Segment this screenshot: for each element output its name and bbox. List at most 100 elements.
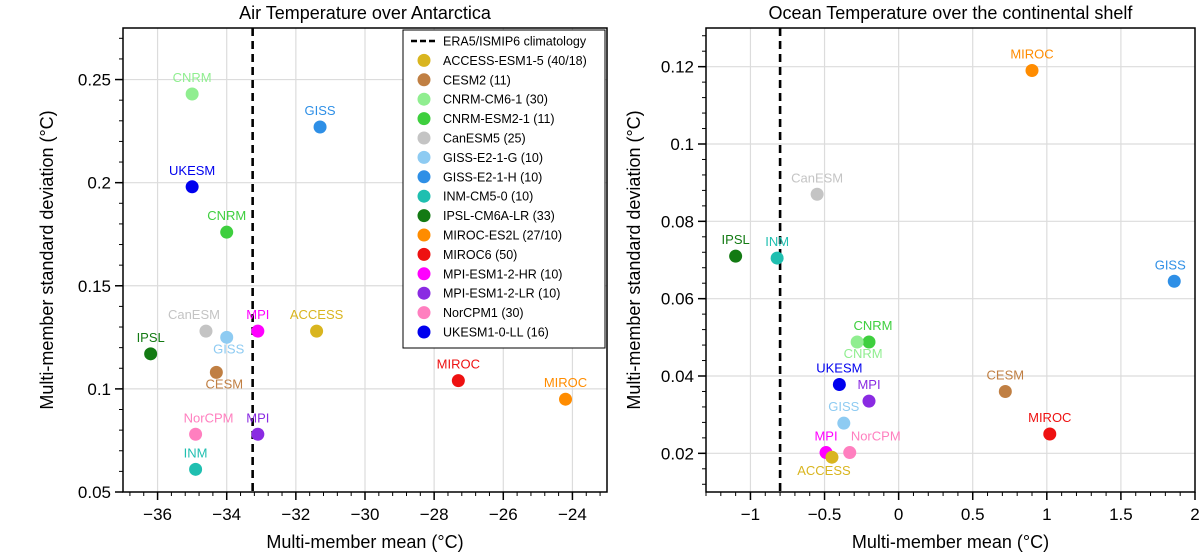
legend-label: MIROC6 (50) (443, 248, 517, 262)
y-tick-label: 0.08 (661, 212, 694, 231)
point-label: MPI (814, 429, 837, 444)
legend-label: MPI-ESM1-2-LR (10) (443, 287, 560, 301)
legend-marker (417, 131, 431, 145)
data-point (313, 120, 327, 134)
chart-panel-1: CNRM GISS UKESM CNRM CanESM MPI ACCESS GISS IPSL… (37, 3, 608, 552)
legend-label: CanESM5 (25) (443, 132, 526, 146)
x-axis-label: Multi-member mean (°C) (852, 532, 1049, 552)
data-point (843, 446, 857, 460)
data-point (832, 378, 846, 392)
point-label: CanESM (168, 307, 220, 322)
legend-label: UKESM1-0-LL (16) (443, 326, 549, 340)
y-tick-label: 0.25 (78, 71, 111, 90)
legend-label: CNRM-ESM2-1 (11) (443, 112, 555, 126)
point-label: MPI (857, 377, 880, 392)
point-label: UKESM (169, 163, 215, 178)
legend-marker (417, 73, 431, 87)
x-tick-label: 2 (1190, 505, 1199, 524)
data-point (559, 392, 573, 406)
y-tick-label: 0.15 (78, 277, 111, 296)
chart-title: Air Temperature over Antarctica (239, 3, 492, 23)
legend-marker (417, 228, 431, 242)
legend-label: CNRM-CM6-1 (30) (443, 93, 548, 107)
legend: ERA5/ISMIP6 climatology ACCESS-ESM1-5 (40… (402, 29, 606, 349)
axes-frame (705, 27, 1196, 493)
point-label: CanESM (791, 170, 843, 185)
legend-marker (417, 325, 431, 339)
y-tick-label: 0.2 (87, 174, 111, 193)
point-label: CNRM (844, 346, 883, 361)
point-label: IPSL (722, 232, 750, 247)
point-label: GISS (828, 399, 859, 414)
data-point (209, 365, 223, 379)
x-tick-label: −28 (420, 505, 449, 524)
x-tick-label: −36 (143, 505, 172, 524)
point-label: MPI (246, 410, 269, 425)
legend-marker (417, 189, 431, 203)
x-tick-label: −30 (351, 505, 380, 524)
legend-marker (417, 53, 431, 67)
data-point (850, 335, 864, 349)
point-label: IPSL (137, 330, 165, 345)
data-point (185, 87, 199, 101)
legend-marker (417, 92, 431, 106)
data-point (251, 427, 265, 441)
point-label: MPI (246, 307, 269, 322)
point-label: ACCESS (797, 463, 851, 478)
legend-box (402, 29, 606, 349)
legend-marker (417, 170, 431, 184)
point-label: INM (184, 445, 208, 460)
x-tick-label: 1 (1042, 505, 1051, 524)
point-label: MIROC (1010, 47, 1053, 62)
legend-label: CESM2 (11) (443, 73, 511, 87)
y-tick-label: 0.12 (661, 58, 694, 77)
legend-label: NorCPM1 (30) (443, 306, 524, 320)
y-tick-label: 0.1 (670, 135, 694, 154)
x-tick-label: 1.5 (1109, 505, 1133, 524)
x-tick-label: −26 (489, 505, 518, 524)
data-point (220, 330, 234, 344)
legend-label: INM-CM5-0 (10) (443, 190, 533, 204)
point-label: GISS (213, 341, 244, 356)
data-point (185, 180, 199, 194)
data-point (862, 335, 876, 349)
data-point (825, 450, 839, 464)
data-point (998, 384, 1012, 398)
y-axis-label: Multi-member standard deviation (°C) (37, 110, 57, 409)
data-point (770, 251, 784, 265)
point-label: NorCPM (184, 410, 234, 425)
x-tick-label: 0.5 (961, 505, 985, 524)
data-point (220, 225, 234, 239)
data-point (310, 324, 324, 338)
data-point (729, 249, 743, 263)
legend-marker (417, 209, 431, 223)
data-point (251, 324, 265, 338)
point-label: NorCPM (851, 429, 901, 444)
x-axis-label: Multi-member mean (°C) (266, 532, 463, 552)
legend-label: MIROC-ES2L (27/10) (443, 229, 562, 243)
x-tick-label: 0 (894, 505, 903, 524)
y-axis-label: Multi-member standard deviation (°C) (624, 110, 644, 409)
point-label: CNRM (854, 318, 893, 333)
data-point (189, 462, 203, 476)
point-label: CNRM (173, 70, 212, 85)
point-label: GISS (305, 103, 336, 118)
data-point (199, 324, 213, 338)
legend-label: MPI-ESM1-2-HR (10) (443, 267, 562, 281)
y-tick-label: 0.06 (661, 290, 694, 309)
x-tick-label: −0.5 (808, 505, 842, 524)
point-label: CESM (206, 376, 244, 391)
x-tick-label: −32 (281, 505, 310, 524)
point-label: GISS (1155, 257, 1186, 272)
point-label: ACCESS (290, 307, 344, 322)
data-point (451, 374, 465, 388)
legend-label: ACCESS-ESM1-5 (40/18) (443, 54, 587, 68)
y-tick-label: 0.02 (661, 444, 694, 463)
point-label: MIROC (1028, 410, 1071, 425)
x-tick-label: −1 (741, 505, 760, 524)
data-point (810, 187, 824, 201)
legend-label: GISS-E2-1-G (10) (443, 151, 543, 165)
legend-marker (417, 286, 431, 300)
chart-title: Ocean Temperature over the continental s… (769, 3, 1134, 23)
